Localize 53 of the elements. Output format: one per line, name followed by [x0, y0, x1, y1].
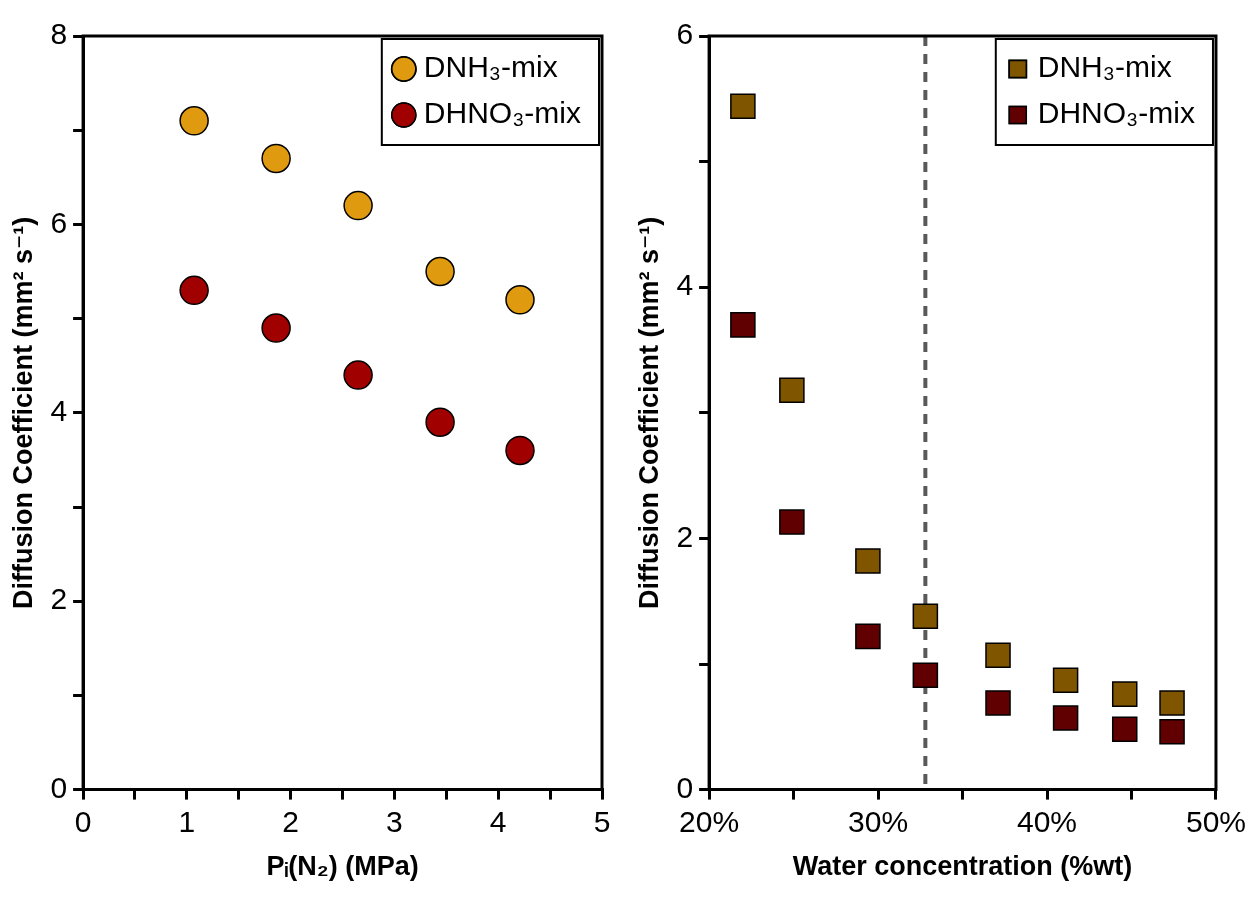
y-tick-label: 4	[676, 268, 694, 302]
x-tick-label: 4	[489, 804, 507, 838]
point	[985, 690, 1011, 716]
point	[1111, 681, 1138, 707]
point	[912, 662, 939, 689]
point	[425, 256, 455, 287]
y-tick-label: 6	[676, 17, 694, 51]
y-tick-label: 2	[50, 582, 68, 616]
legend-label: DHNO₃-mix	[423, 96, 582, 130]
x-axis-title: Pᵢ(N₂) (MPa)	[266, 851, 419, 882]
y-tick-label: 0	[676, 770, 694, 804]
point	[779, 509, 805, 535]
x-tick-label: 3	[386, 804, 403, 838]
point	[1159, 690, 1185, 716]
point	[505, 435, 535, 466]
x-tick-label: 5	[593, 804, 611, 838]
point	[730, 93, 756, 120]
x-tick-label: 50%	[1185, 804, 1246, 838]
point	[343, 360, 373, 390]
point	[261, 143, 291, 174]
y-axis-title: Diffusion Coefficient (mm² s⁻¹)	[633, 216, 664, 609]
y-axis-title: Diffusion Coefficient (mm² s⁻¹)	[7, 216, 38, 609]
point	[425, 407, 455, 437]
y-tick-label: 0	[50, 770, 68, 804]
x-tick-label: 1	[178, 804, 196, 838]
point	[779, 377, 805, 403]
y-tick-label: 2	[676, 519, 694, 553]
legend-label: DHNO₃-mix	[1037, 96, 1195, 130]
y-tick-label: 8	[50, 17, 68, 51]
x-tick-label: 40%	[1016, 804, 1078, 838]
point	[1052, 667, 1079, 694]
x-axis-title: Water concentration (%wt)	[792, 851, 1133, 882]
y-tick-label: 6	[50, 205, 68, 239]
point	[505, 285, 535, 315]
x-tick-label: 20%	[679, 804, 740, 838]
point	[343, 190, 373, 221]
legend-label: DNH₃-mix	[423, 50, 558, 84]
x-tick-label: 2	[282, 804, 299, 838]
y-tick-label: 4	[50, 394, 68, 428]
point	[855, 623, 881, 650]
point	[730, 312, 756, 338]
point	[985, 642, 1011, 668]
x-tick-label: 30%	[848, 804, 909, 838]
point	[179, 275, 209, 306]
x-tick-label: 0	[74, 804, 92, 838]
point	[179, 106, 209, 136]
point	[1111, 716, 1138, 743]
point	[1159, 719, 1185, 745]
point	[261, 313, 291, 343]
legend-label: DNH₃-mix	[1037, 50, 1172, 84]
point	[912, 603, 939, 630]
point	[1052, 705, 1079, 731]
point	[855, 548, 881, 574]
